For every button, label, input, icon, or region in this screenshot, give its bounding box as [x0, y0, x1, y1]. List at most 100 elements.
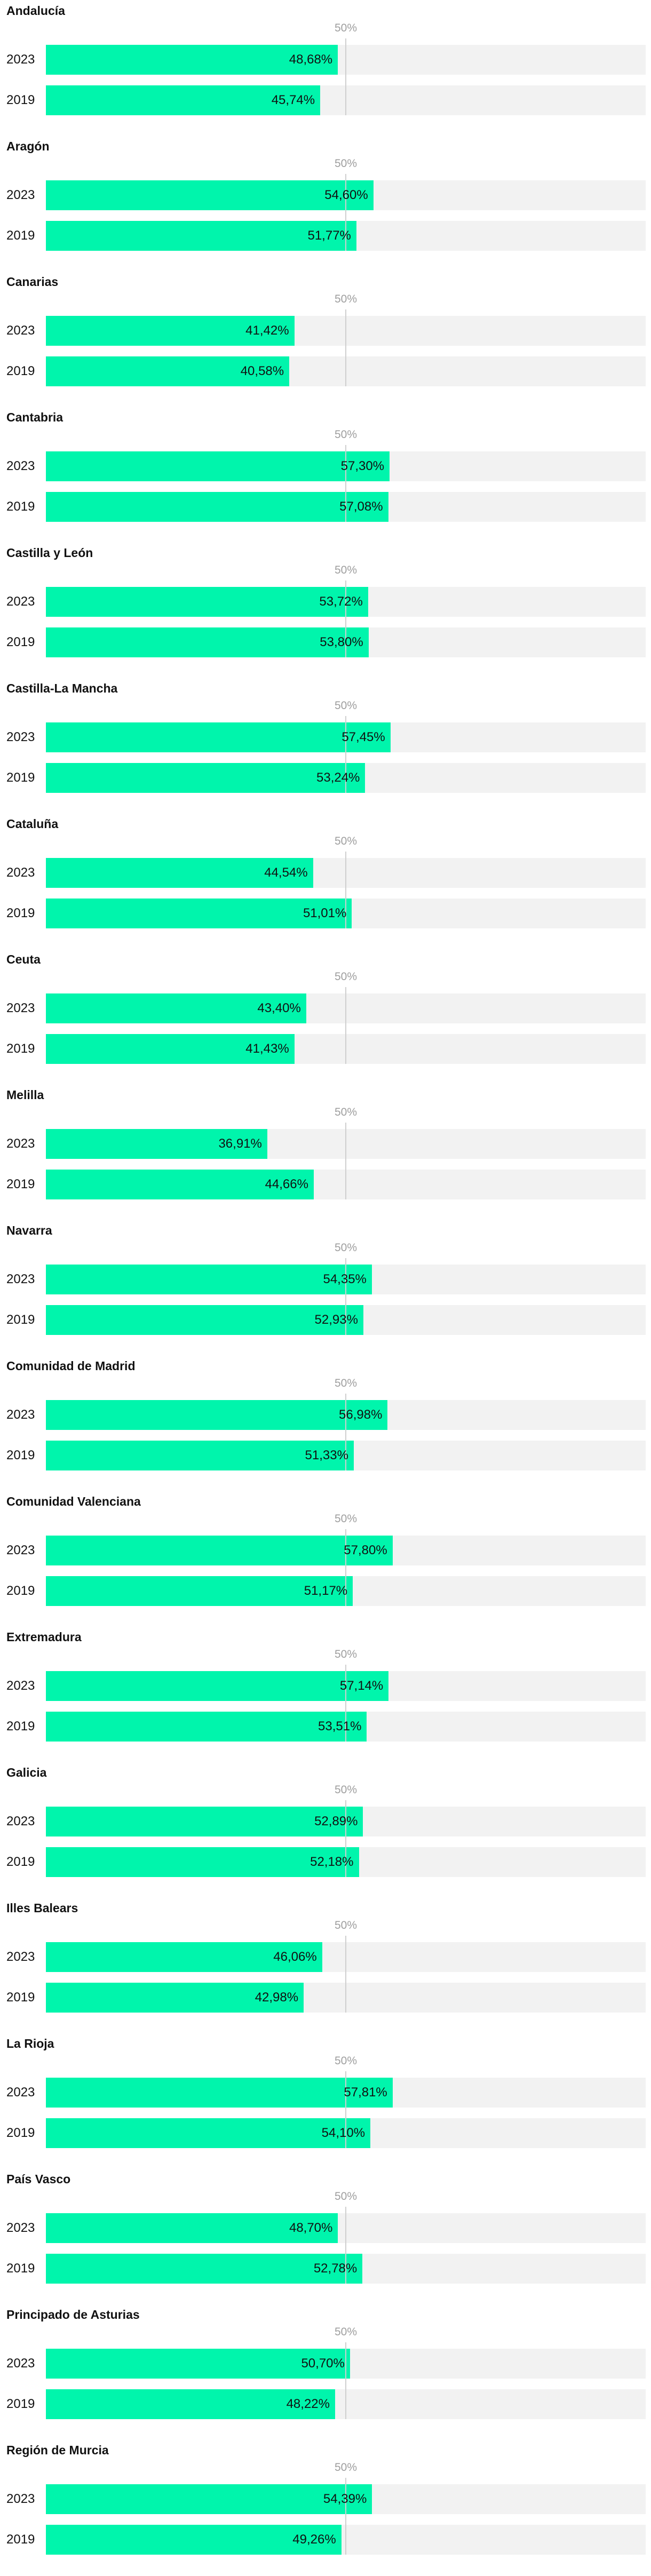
bar-value-label: 42,98%: [255, 1990, 299, 2005]
bar-row: 2023 54,60%: [0, 180, 651, 210]
year-label: 2023: [6, 1814, 35, 1828]
bar-value-label: 36,91%: [218, 1136, 262, 1151]
bar-row: 2023 57,80%: [0, 1536, 651, 1565]
bar-2023: [46, 1536, 393, 1565]
year-label: 2019: [6, 635, 35, 649]
reference-line: [345, 2342, 346, 2419]
bar-row: 2019 40,58%: [0, 356, 651, 386]
bar-value-label: 51,77%: [307, 228, 351, 243]
reference-line: [345, 38, 346, 115]
region-title: Castilla y León: [6, 546, 93, 560]
reference-label: 50%: [334, 1784, 358, 1796]
bar-2019: [46, 1305, 363, 1335]
reference-line: [345, 1123, 346, 1199]
bar-row: 2023 54,39%: [0, 2484, 651, 2514]
bar-value-label: 53,51%: [318, 1719, 362, 1734]
year-label: 2019: [6, 1177, 35, 1191]
year-label: 2023: [6, 1001, 35, 1015]
bar-value-label: 57,45%: [342, 730, 385, 744]
bar-2023: [46, 451, 390, 481]
bar-value-label: 49,26%: [292, 2532, 336, 2547]
bar-2019: [46, 2118, 371, 2148]
year-label: 2019: [6, 2532, 35, 2547]
bar-row: 2023 43,40%: [0, 993, 651, 1023]
region-title: Cataluña: [6, 817, 59, 831]
year-label: 2019: [6, 364, 35, 378]
bar-row: 2023 36,91%: [0, 1129, 651, 1159]
region-title: Castilla-La Mancha: [6, 681, 118, 695]
region-group: Comunidad de Madrid 50% 2023 56,98% 2019 51,3…: [0, 1356, 651, 1492]
bar-row: 2023 54,35%: [0, 1265, 651, 1294]
reference-label: 50%: [334, 2461, 358, 2474]
bar-2019: [46, 1441, 354, 1470]
region-title: País Vasco: [6, 2172, 71, 2186]
bar-2019: [46, 356, 290, 386]
year-label: 2023: [6, 1543, 35, 1557]
year-label: 2019: [6, 499, 35, 514]
bar-row: 2019 51,77%: [0, 221, 651, 251]
reference-line: [345, 445, 346, 522]
bar-2023: [46, 1400, 388, 1430]
bar-2023: [46, 858, 313, 888]
bar-row: 2019 54,10%: [0, 2118, 651, 2148]
year-label: 2019: [6, 93, 35, 107]
bar-2019: [46, 1576, 353, 1606]
bar-row: 2023 46,06%: [0, 1942, 651, 1972]
bar-2019: [46, 1712, 367, 1742]
region-title: Principado de Asturias: [6, 2308, 140, 2321]
bar-value-label: 51,17%: [304, 1584, 348, 1598]
bar-value-label: 52,18%: [310, 1855, 354, 1869]
bar-value-label: 57,14%: [339, 1679, 384, 1693]
region-title: Comunidad Valenciana: [6, 1494, 141, 1508]
reference-line: [345, 716, 346, 793]
bar-row: 2019 53,51%: [0, 1712, 651, 1742]
year-label: 2019: [6, 2261, 35, 2276]
bar-2023: [46, 1942, 322, 1972]
year-label: 2023: [6, 865, 35, 880]
bar-2019: [46, 492, 388, 522]
year-label: 2023: [6, 730, 35, 744]
bar-value-label: 40,58%: [240, 364, 284, 378]
bar-value-label: 56,98%: [339, 1408, 383, 1422]
reference-line: [345, 1936, 346, 2013]
bar-2023: [46, 1671, 389, 1701]
bar-row: 2019 42,98%: [0, 1983, 651, 2013]
bar-value-label: 41,42%: [245, 323, 289, 338]
region-group: Andalucía 50% 2023 48,68% 2019 45,74%: [0, 1, 651, 137]
bar-row: 2019 44,66%: [0, 1170, 651, 1199]
bar-2023: [46, 2213, 338, 2243]
bar-2023: [46, 1265, 372, 1294]
bar-row: 2023 57,14%: [0, 1671, 651, 1701]
reference-label: 50%: [334, 1242, 358, 1254]
bar-row: 2019 53,24%: [0, 763, 651, 793]
region-group: Galicia 50% 2023 52,89% 2019 52,18%: [0, 1763, 651, 1898]
bar-2019: [46, 1170, 314, 1199]
reference-line: [345, 1394, 346, 1470]
bar-value-label: 53,24%: [316, 770, 360, 785]
region-group: País Vasco 50% 2023 48,70% 2019 52,78%: [0, 2169, 651, 2305]
bar-2023: [46, 722, 391, 752]
bar-row: 2019 51,17%: [0, 1576, 651, 1606]
reference-label: 50%: [334, 22, 358, 34]
reference-label: 50%: [334, 835, 358, 847]
year-label: 2019: [6, 2397, 35, 2411]
year-label: 2019: [6, 770, 35, 785]
bar-2019: [46, 85, 321, 115]
bar-row: 2019 49,26%: [0, 2525, 651, 2555]
region-title: Canarias: [6, 275, 59, 289]
year-label: 2023: [6, 1408, 35, 1422]
reference-label: 50%: [334, 1106, 358, 1118]
bar-2019: [46, 627, 369, 657]
reference-line: [345, 987, 346, 1064]
region-group: Castilla-La Mancha 50% 2023 57,45% 2019 53,24…: [0, 679, 651, 814]
reference-line: [345, 1529, 346, 1606]
region-group: Aragón 50% 2023 54,60% 2019 51,77%: [0, 137, 651, 272]
bar-2019: [46, 1983, 304, 2013]
year-label: 2023: [6, 188, 35, 202]
reference-line: [345, 2478, 346, 2555]
year-label: 2023: [6, 2492, 35, 2506]
bar-row: 2023 50,70%: [0, 2349, 651, 2379]
bar-row: 2019 51,01%: [0, 899, 651, 928]
region-group: Melilla 50% 2023 36,91% 2019 44,66%: [0, 1085, 651, 1221]
bar-value-label: 54,39%: [323, 2492, 367, 2506]
